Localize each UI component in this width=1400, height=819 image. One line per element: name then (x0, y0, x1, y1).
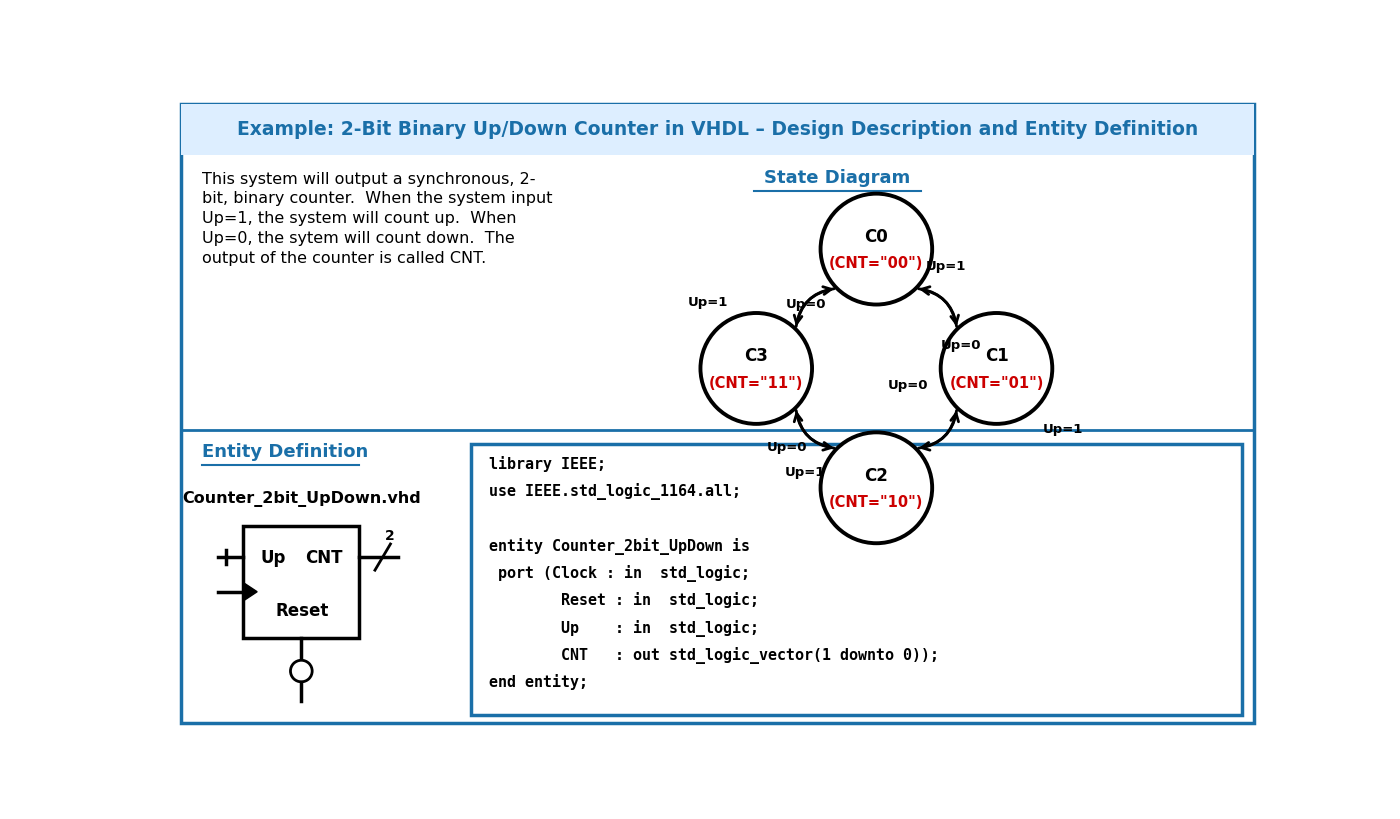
FancyBboxPatch shape (181, 105, 1254, 156)
Text: library IEEE;: library IEEE; (489, 455, 606, 471)
Text: use IEEE.std_logic_1164.all;: use IEEE.std_logic_1164.all; (489, 482, 741, 500)
Text: port (Clock : in  std_logic;: port (Clock : in std_logic; (489, 564, 750, 581)
FancyBboxPatch shape (470, 445, 1242, 715)
Circle shape (820, 194, 932, 305)
Text: Up=1: Up=1 (1043, 422, 1084, 435)
FancyArrowPatch shape (797, 287, 832, 327)
Text: Entity Definition: Entity Definition (202, 443, 368, 461)
Text: Up=0: Up=0 (767, 440, 806, 453)
Text: (CNT="10"): (CNT="10") (829, 495, 924, 509)
FancyArrowPatch shape (921, 287, 956, 327)
Text: C0: C0 (865, 228, 888, 246)
FancyArrowPatch shape (797, 411, 832, 450)
Text: Counter_2bit_UpDown.vhd: Counter_2bit_UpDown.vhd (182, 491, 420, 506)
Text: C2: C2 (864, 466, 889, 484)
FancyArrowPatch shape (921, 411, 956, 450)
Circle shape (700, 314, 812, 424)
Text: Up=1: Up=1 (784, 465, 825, 478)
FancyBboxPatch shape (244, 527, 360, 638)
Text: Up=0: Up=0 (785, 297, 826, 310)
Text: CNT: CNT (305, 549, 343, 567)
FancyArrowPatch shape (794, 289, 834, 324)
Text: 2: 2 (385, 529, 395, 543)
Circle shape (290, 660, 312, 682)
Text: CNT   : out std_logic_vector(1 downto 0));: CNT : out std_logic_vector(1 downto 0)); (489, 646, 939, 663)
Text: (CNT="11"): (CNT="11") (708, 375, 804, 391)
Text: (CNT="00"): (CNT="00") (829, 256, 924, 271)
Text: Example: 2-Bit Binary Up/Down Counter in VHDL – Design Description and Entity De: Example: 2-Bit Binary Up/Down Counter in… (237, 120, 1198, 139)
Text: end entity;: end entity; (489, 673, 588, 690)
Text: (CNT="01"): (CNT="01") (949, 375, 1043, 391)
Circle shape (941, 314, 1053, 424)
FancyArrowPatch shape (794, 414, 834, 449)
Text: Reset: Reset (276, 601, 329, 619)
Text: State Diagram: State Diagram (764, 169, 911, 187)
Text: C3: C3 (745, 347, 769, 365)
Text: Up=0: Up=0 (941, 338, 981, 351)
Text: This system will output a synchronous, 2-
bit, binary counter.  When the system : This system will output a synchronous, 2… (202, 171, 553, 265)
Text: C1: C1 (984, 347, 1008, 365)
Polygon shape (244, 583, 258, 601)
Text: Up=0: Up=0 (888, 378, 928, 391)
FancyBboxPatch shape (181, 105, 1254, 722)
FancyArrowPatch shape (918, 289, 959, 324)
Text: entity Counter_2bit_UpDown is: entity Counter_2bit_UpDown is (489, 537, 750, 554)
Text: Up=1: Up=1 (925, 260, 966, 273)
Text: Up=1: Up=1 (687, 295, 728, 308)
Text: Up: Up (260, 549, 286, 567)
Circle shape (820, 432, 932, 544)
Text: Up    : in  std_logic;: Up : in std_logic; (489, 619, 759, 636)
FancyArrowPatch shape (918, 414, 959, 449)
Text: Reset : in  std_logic;: Reset : in std_logic; (489, 591, 759, 609)
